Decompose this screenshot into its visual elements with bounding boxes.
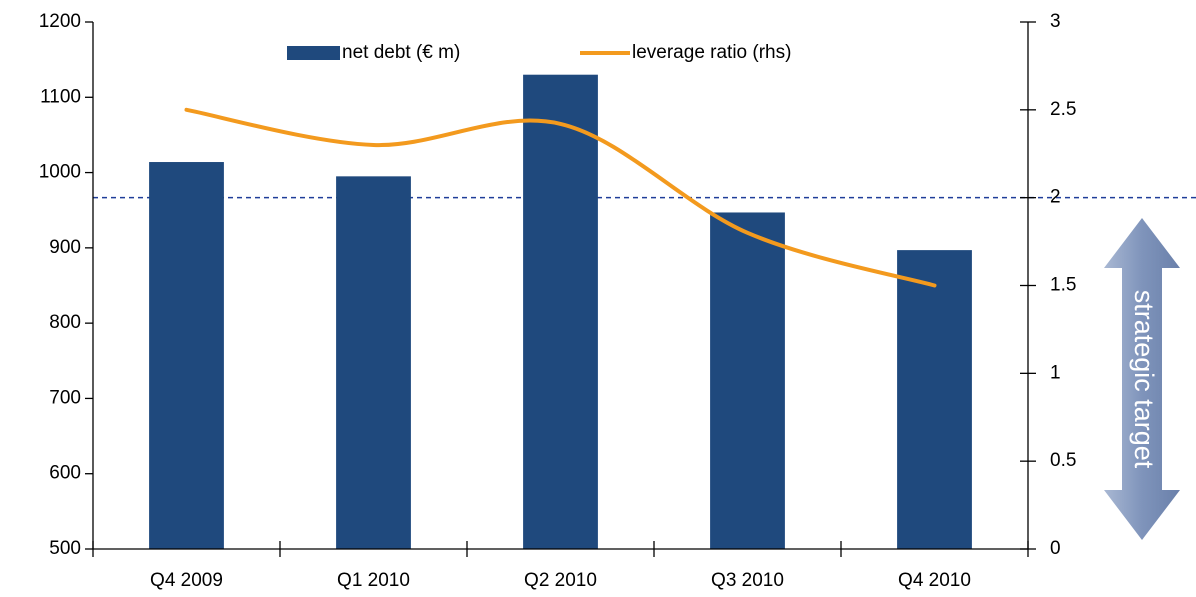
y-tick-label: 500 <box>49 538 81 559</box>
y2-tick-label: 1.5 <box>1050 275 1076 296</box>
bar <box>710 212 785 550</box>
annotation: strategic target <box>1129 290 1159 469</box>
y2-tick-label: 0.5 <box>1050 450 1076 471</box>
x-tick-label: Q1 2010 <box>337 570 410 591</box>
y-tick-label: 800 <box>49 312 81 333</box>
bar <box>897 250 972 549</box>
x-tick-label: Q2 2010 <box>524 570 597 591</box>
legend-label: net debt (€ m) <box>342 42 460 63</box>
x-tick-label: Q4 2009 <box>150 570 223 591</box>
bar <box>523 74 598 549</box>
legend-label: leverage ratio (rhs) <box>632 42 791 63</box>
bar <box>149 162 224 549</box>
y-tick-label: 700 <box>49 387 81 408</box>
y2-tick-label: 3 <box>1050 11 1061 32</box>
y2-tick-label: 2.5 <box>1050 99 1076 120</box>
x-tick-label: Q4 2010 <box>898 570 971 591</box>
y2-tick-label: 1 <box>1050 362 1061 383</box>
y-tick-label: 1000 <box>39 162 81 183</box>
y-tick-label: 1100 <box>40 86 81 107</box>
y-tick-label: 1200 <box>39 11 81 32</box>
y-tick-label: 900 <box>49 237 81 258</box>
y2-tick-label: 2 <box>1050 187 1061 208</box>
target-arrow <box>1104 218 1180 540</box>
y-tick-label: 600 <box>49 463 81 484</box>
y2-tick-label: 0 <box>1050 538 1061 559</box>
plot: 500 600 700 800 900 1000 1100 1200 0 0.5 1 1.5 2 2.5 3… <box>39 11 1196 591</box>
x-tick-label: Q3 2010 <box>711 570 784 591</box>
legend-swatch <box>287 46 340 60</box>
line <box>184 107 937 288</box>
bar <box>336 176 411 550</box>
